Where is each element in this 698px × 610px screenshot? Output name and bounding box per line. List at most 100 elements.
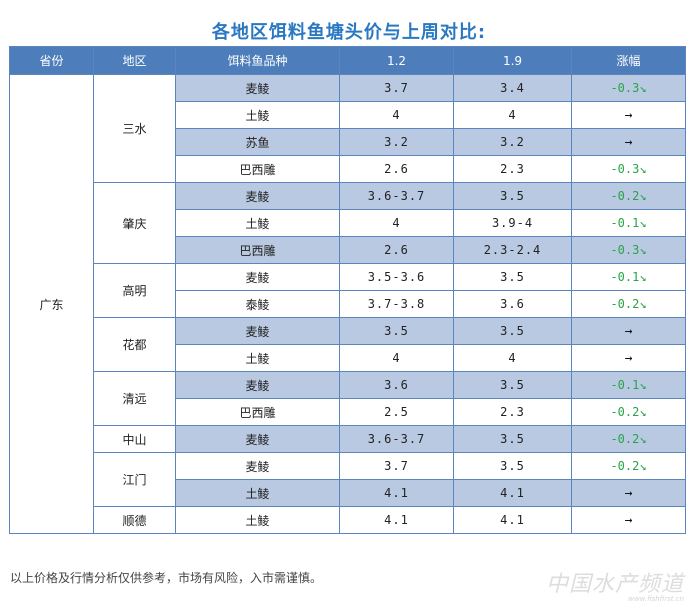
species-cell: 麦鲮 [175,182,340,210]
price-date-1-cell: 3.7 [339,452,454,480]
price-date-2-cell: 3.5 [453,371,572,399]
price-date-1-cell: 3.6-3.7 [339,182,454,210]
change-cell: -0.3↘ [571,236,686,264]
header-change: 涨幅 [571,46,686,75]
change-cell: -0.3↘ [571,155,686,183]
page-title: 各地区饵料鱼塘头价与上周对比: [211,22,487,43]
disclaimer-text: 以上价格及行情分析仅供参考，市场有风险，入市需谨慎。 [10,571,323,585]
price-date-2-cell: 4.1 [453,479,572,507]
watermark-url: www.fishfirst.cn [628,595,684,603]
header-date-1: 1.2 [339,46,454,75]
region-cell: 中山 [93,425,176,453]
species-cell: 巴西雕 [175,398,340,426]
price-date-2-cell: 2.3-2.4 [453,236,572,264]
price-date-1-cell: 4.1 [339,506,454,534]
price-date-1-cell: 3.5 [339,317,454,345]
change-cell: -0.2↘ [571,182,686,210]
region-cell: 高明 [93,263,176,318]
price-date-2-cell: 3.4 [453,74,572,102]
species-cell: 苏鱼 [175,128,340,156]
province-cell: 广东 [9,74,94,534]
price-date-2-cell: 3.5 [453,263,572,291]
price-date-1-cell: 3.5-3.6 [339,263,454,291]
price-date-2-cell: 3.2 [453,128,572,156]
watermark-logo: 中国水产频道 www.fishfirst.cn [546,566,684,603]
table-row: 顺德 土鲮 4.1 4.1 → [10,506,686,534]
table-row: 土鲮 4.1 4.1 → [10,479,686,507]
species-cell: 麦鲮 [175,371,340,399]
price-date-2-cell: 2.3 [453,155,572,183]
change-cell: -0.2↘ [571,425,686,453]
table-row: 江门 麦鲮 3.7 3.5 -0.2↘ [10,452,686,507]
price-date-1-cell: 2.6 [339,155,454,183]
species-cell: 巴西雕 [175,155,340,183]
header-species: 饵料鱼品种 [175,46,340,75]
header-province: 省份 [9,46,94,75]
table-body: 广东 三水 麦鲮 3.7 3.4 -0.3↘ 土鲮 4 4 → 苏鱼 3.2 3.2 → 巴西雕 2.6 2.3… [9,74,686,534]
species-cell: 麦鲮 [175,425,340,453]
table-row: 巴西雕 2.6 2.3-2.4 -0.3↘ [10,236,686,264]
price-date-1-cell: 4 [339,344,454,372]
table-row: 高明 麦鲮 3.5-3.6 3.5 -0.1↘ [10,263,686,318]
table-row: 广东 三水 麦鲮 3.7 3.4 -0.3↘ [9,74,686,534]
price-table: 省份 地区 饵料鱼品种 1.2 1.9 涨幅 广东 三水 麦鲮 3.7 3.4 -0.3↘… [9,46,686,534]
price-date-2-cell: 3.5 [453,452,572,480]
species-cell: 土鲮 [175,344,340,372]
table-row: 泰鲮 3.7-3.8 3.6 -0.2↘ [10,290,686,318]
species-cell: 巴西雕 [175,236,340,264]
change-cell: → [571,128,686,156]
region-cell: 江门 [93,452,176,507]
change-cell: → [571,344,686,372]
price-date-2-cell: 3.5 [453,317,572,345]
price-date-1-cell: 3.7-3.8 [339,290,454,318]
price-date-1-cell: 3.7 [339,74,454,102]
table-row: 土鲮 4 4 → [10,101,686,129]
change-cell: → [571,506,686,534]
species-cell: 土鲮 [175,506,340,534]
change-cell: → [571,479,686,507]
price-date-2-cell: 2.3 [453,398,572,426]
price-date-1-cell: 4 [339,101,454,129]
species-cell: 麦鲮 [175,263,340,291]
change-cell: → [571,101,686,129]
price-date-2-cell: 3.5 [453,182,572,210]
region-cell: 清远 [93,371,176,426]
species-cell: 泰鲮 [175,290,340,318]
table-row: 肇庆 麦鲮 3.6-3.7 3.5 -0.2↘ [10,182,686,264]
change-cell: -0.1↘ [571,371,686,399]
header-region: 地区 [93,46,176,75]
price-date-1-cell: 4 [339,209,454,237]
price-date-2-cell: 4 [453,344,572,372]
region-cell: 三水 [93,74,176,183]
change-cell: -0.1↘ [571,209,686,237]
species-cell: 麦鲮 [175,452,340,480]
price-date-1-cell: 2.5 [339,398,454,426]
region-cell: 顺德 [93,506,176,534]
watermark-main: 中国水产频道 [545,572,684,597]
change-cell: -0.3↘ [571,74,686,102]
change-cell: → [571,317,686,345]
price-date-1-cell: 3.2 [339,128,454,156]
table-header-row: 省份 地区 饵料鱼品种 1.2 1.9 涨幅 [9,46,686,75]
change-cell: -0.2↘ [571,398,686,426]
species-cell: 土鲮 [175,479,340,507]
table-row: 清远 麦鲮 3.6 3.5 -0.1↘ [10,371,686,426]
table-row: 巴西雕 2.5 2.3 -0.2↘ [10,398,686,426]
table-row: 花都 麦鲮 3.5 3.5 → [10,317,686,372]
table-row: 中山 麦鲮 3.6-3.7 3.5 -0.2↘ [10,425,686,453]
price-date-2-cell: 4 [453,101,572,129]
change-cell: -0.2↘ [571,290,686,318]
header-date-2: 1.9 [453,46,572,75]
change-cell: -0.1↘ [571,263,686,291]
region-cell: 肇庆 [93,182,176,264]
table-row: 巴西雕 2.6 2.3 -0.3↘ [10,155,686,183]
price-date-1-cell: 3.6-3.7 [339,425,454,453]
species-cell: 麦鲮 [175,317,340,345]
change-cell: -0.2↘ [571,452,686,480]
price-date-1-cell: 2.6 [339,236,454,264]
species-cell: 土鲮 [175,101,340,129]
price-date-1-cell: 4.1 [339,479,454,507]
price-date-2-cell: 3.6 [453,290,572,318]
price-date-2-cell: 3.9-4 [453,209,572,237]
region-cell: 花都 [93,317,176,372]
